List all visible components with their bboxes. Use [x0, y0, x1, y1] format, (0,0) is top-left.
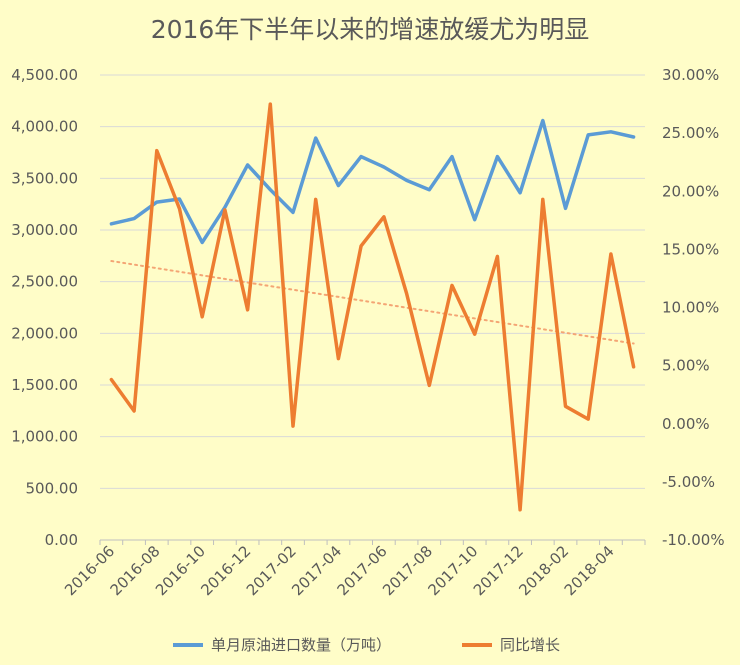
- y-right-tick-label: 5.00%: [662, 357, 710, 375]
- trendline: [110, 260, 635, 345]
- y-left-tick-label: 500.00: [26, 479, 79, 497]
- y-right-tick-label: 20.00%: [662, 182, 719, 200]
- series-line-1: [109, 118, 636, 245]
- legend-label-2: 同比增长: [500, 636, 560, 654]
- x-tick-label: 2018-04: [561, 542, 618, 599]
- y-left-tick-label: 2,500.00: [11, 273, 78, 291]
- legend-label-1: 单月原油进口数量（万吨）: [211, 636, 391, 654]
- y-left-tick-label: 3,500.00: [11, 169, 78, 187]
- y-left-tick-label: 4,000.00: [11, 118, 78, 136]
- y-right-tick-label: 15.00%: [662, 240, 719, 258]
- y-right-tick-label: 30.00%: [662, 66, 719, 84]
- y-right-tick-label: 0.00%: [662, 415, 710, 433]
- y-left-tick-label: 1,000.00: [11, 428, 78, 446]
- chart-title: 2016年下半年以来的增速放缓尤为明显: [150, 15, 590, 44]
- y-left-tick-label: 0.00: [45, 531, 78, 549]
- series-line-2: [109, 102, 636, 512]
- y-right-tick-label: -5.00%: [662, 473, 715, 491]
- y-left-tick-label: 3,000.00: [11, 221, 78, 239]
- y-left-tick-label: 1,500.00: [11, 376, 78, 394]
- y-left-tick-label: 4,500.00: [11, 66, 78, 84]
- y-right-tick-label: 10.00%: [662, 299, 719, 317]
- y-right-tick-label: 25.00%: [662, 124, 719, 142]
- y-right-tick-label: -10.00%: [662, 531, 725, 549]
- y-left-tick-label: 2,000.00: [11, 324, 78, 342]
